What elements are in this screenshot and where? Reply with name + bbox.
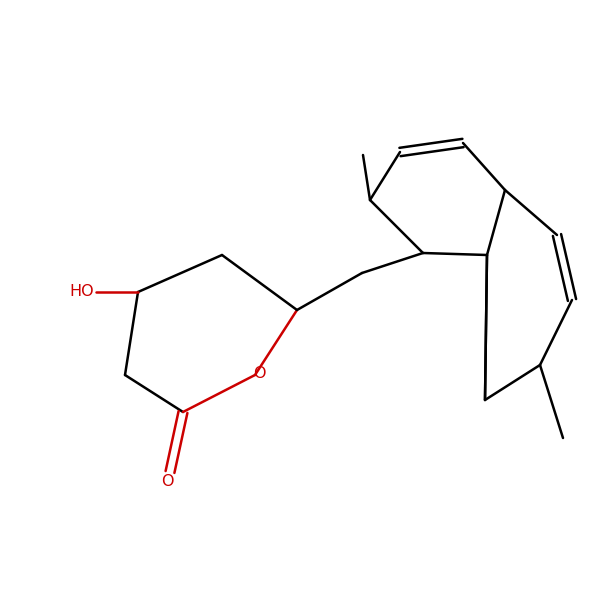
Text: HO: HO: [70, 284, 94, 299]
Text: O: O: [161, 475, 173, 490]
Text: O: O: [253, 365, 265, 380]
